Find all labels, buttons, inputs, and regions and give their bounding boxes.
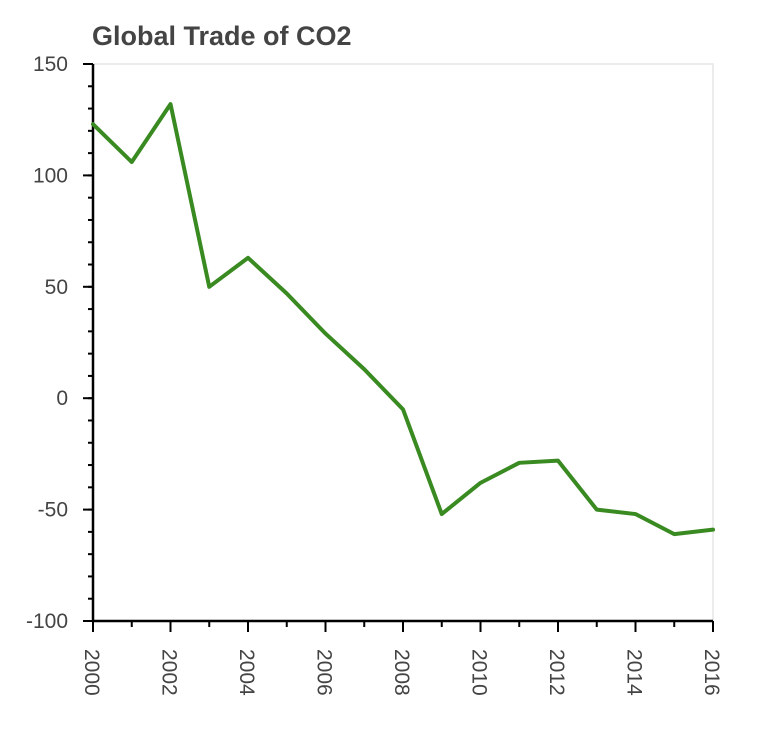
plot-frame	[92, 63, 714, 622]
x-tick-label: 2008	[390, 649, 413, 696]
x-tick-label: 2014	[623, 649, 646, 696]
data-point	[440, 512, 444, 516]
data-point	[91, 122, 95, 126]
data-point	[130, 160, 134, 164]
data-point	[595, 508, 599, 512]
x-tick-label: 2000	[80, 649, 103, 696]
y-tick-label: 150	[33, 53, 68, 76]
data-point	[207, 285, 211, 289]
x-tick-label: 2016	[700, 649, 723, 696]
data-point	[169, 102, 173, 106]
x-tick-label: 2004	[235, 649, 258, 696]
x-tick-label: 2002	[158, 649, 181, 696]
x-tick-label: 2006	[313, 649, 336, 696]
y-tick-label: -100	[26, 610, 68, 633]
y-tick-label: 50	[45, 276, 68, 299]
data-point	[479, 481, 483, 485]
x-axis: 2000 2002 2004 2006 2008 2010 2012 2014 2016	[80, 619, 723, 696]
series-line-0	[91, 102, 715, 537]
data-point	[634, 512, 638, 516]
data-point	[556, 459, 560, 463]
y-tick-label: 100	[33, 164, 68, 187]
data-point	[672, 532, 676, 536]
data-point	[324, 332, 328, 336]
x-tick-label: 2010	[468, 649, 491, 696]
data-point	[362, 367, 366, 371]
data-point	[517, 461, 521, 465]
y-axis: 150 100 50 0 -50 -100	[26, 53, 95, 633]
chart-title: Global Trade of CO2	[92, 21, 352, 51]
data-point	[246, 256, 250, 260]
y-tick-label: 0	[56, 387, 68, 410]
data-point	[401, 407, 405, 411]
data-point	[711, 528, 715, 532]
y-tick-label: -50	[38, 499, 68, 522]
x-tick-label: 2012	[545, 649, 568, 696]
data-point	[285, 291, 289, 295]
series-layer	[91, 102, 715, 537]
